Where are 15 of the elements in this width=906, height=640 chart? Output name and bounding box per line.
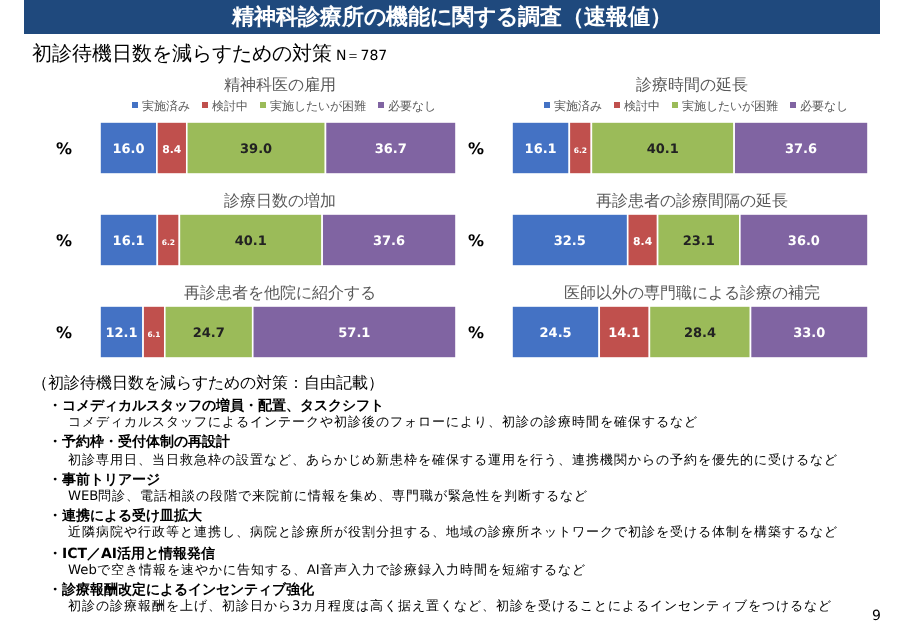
y-tick-label: % bbox=[468, 324, 485, 342]
chart-title: 再診患者を他院に紹介する bbox=[184, 284, 376, 302]
y-tick-label: % bbox=[56, 140, 73, 158]
y-tick-label: % bbox=[56, 324, 73, 342]
y-tick-label: % bbox=[468, 232, 485, 250]
text: 精神科診療所の機能に関する調査（速報値） bbox=[24, 2, 880, 32]
text: （初診待機日数を減らすための対策：自由記載） bbox=[32, 372, 384, 394]
chart-title: 診療時間の延長 bbox=[636, 76, 748, 94]
text: 初診待機日数を減らすための対策 bbox=[32, 41, 332, 68]
chart-title: 再診患者の診療間隔の延長 bbox=[596, 192, 788, 210]
chart-title: 精神科医の雇用 bbox=[224, 76, 336, 94]
chart-title: 医師以外の専門職による診療の補完 bbox=[564, 284, 820, 302]
chart-title: 診療日数の増加 bbox=[224, 192, 336, 210]
y-tick-label: % bbox=[468, 140, 485, 158]
y-tick-label: % bbox=[56, 232, 73, 250]
